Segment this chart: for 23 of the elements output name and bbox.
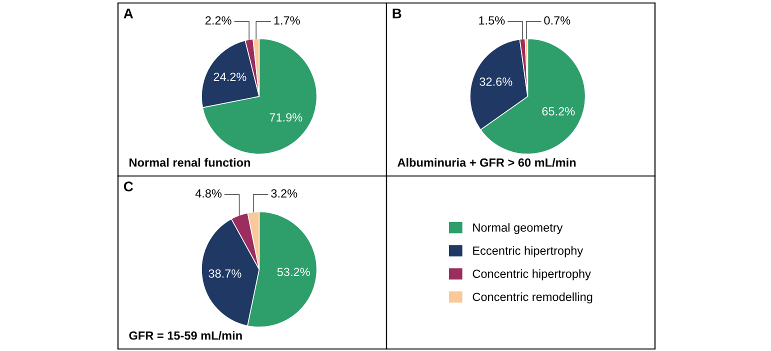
data-label: 38.7%: [208, 269, 242, 278]
data-label: 71.9%: [270, 113, 302, 122]
text: GFR = 15-59 mL/min: [129, 331, 242, 340]
data-label: 1.7%: [274, 16, 300, 25]
data-label: 3.2%: [271, 189, 298, 198]
chart-title: A: [124, 8, 134, 18]
legend-label: Concentric remodelling: [472, 292, 592, 304]
chart-title: B: [392, 8, 402, 18]
data-label: 32.6%: [480, 77, 512, 86]
pie-slice: [202, 38, 318, 155]
data-label: 0.7%: [544, 16, 570, 25]
data-label: 4.8%: [195, 189, 222, 198]
data-label: 2.2%: [205, 16, 232, 25]
data-label: 24.2%: [214, 72, 246, 82]
data-label: 65.2%: [542, 107, 575, 116]
data-label: 53.2%: [277, 268, 310, 276]
data-label: 1.5%: [479, 16, 505, 25]
text: Normal renal function: [130, 158, 250, 167]
legend-label: Normal geometry: [473, 223, 563, 234]
legend-label: Eccentric hipertrophy: [473, 246, 584, 258]
text: Albuminuria + GFR > 60 mL/min: [398, 158, 576, 167]
chart-title: C: [124, 182, 134, 192]
legend-label: Concentric hipertrophy: [472, 269, 591, 280]
